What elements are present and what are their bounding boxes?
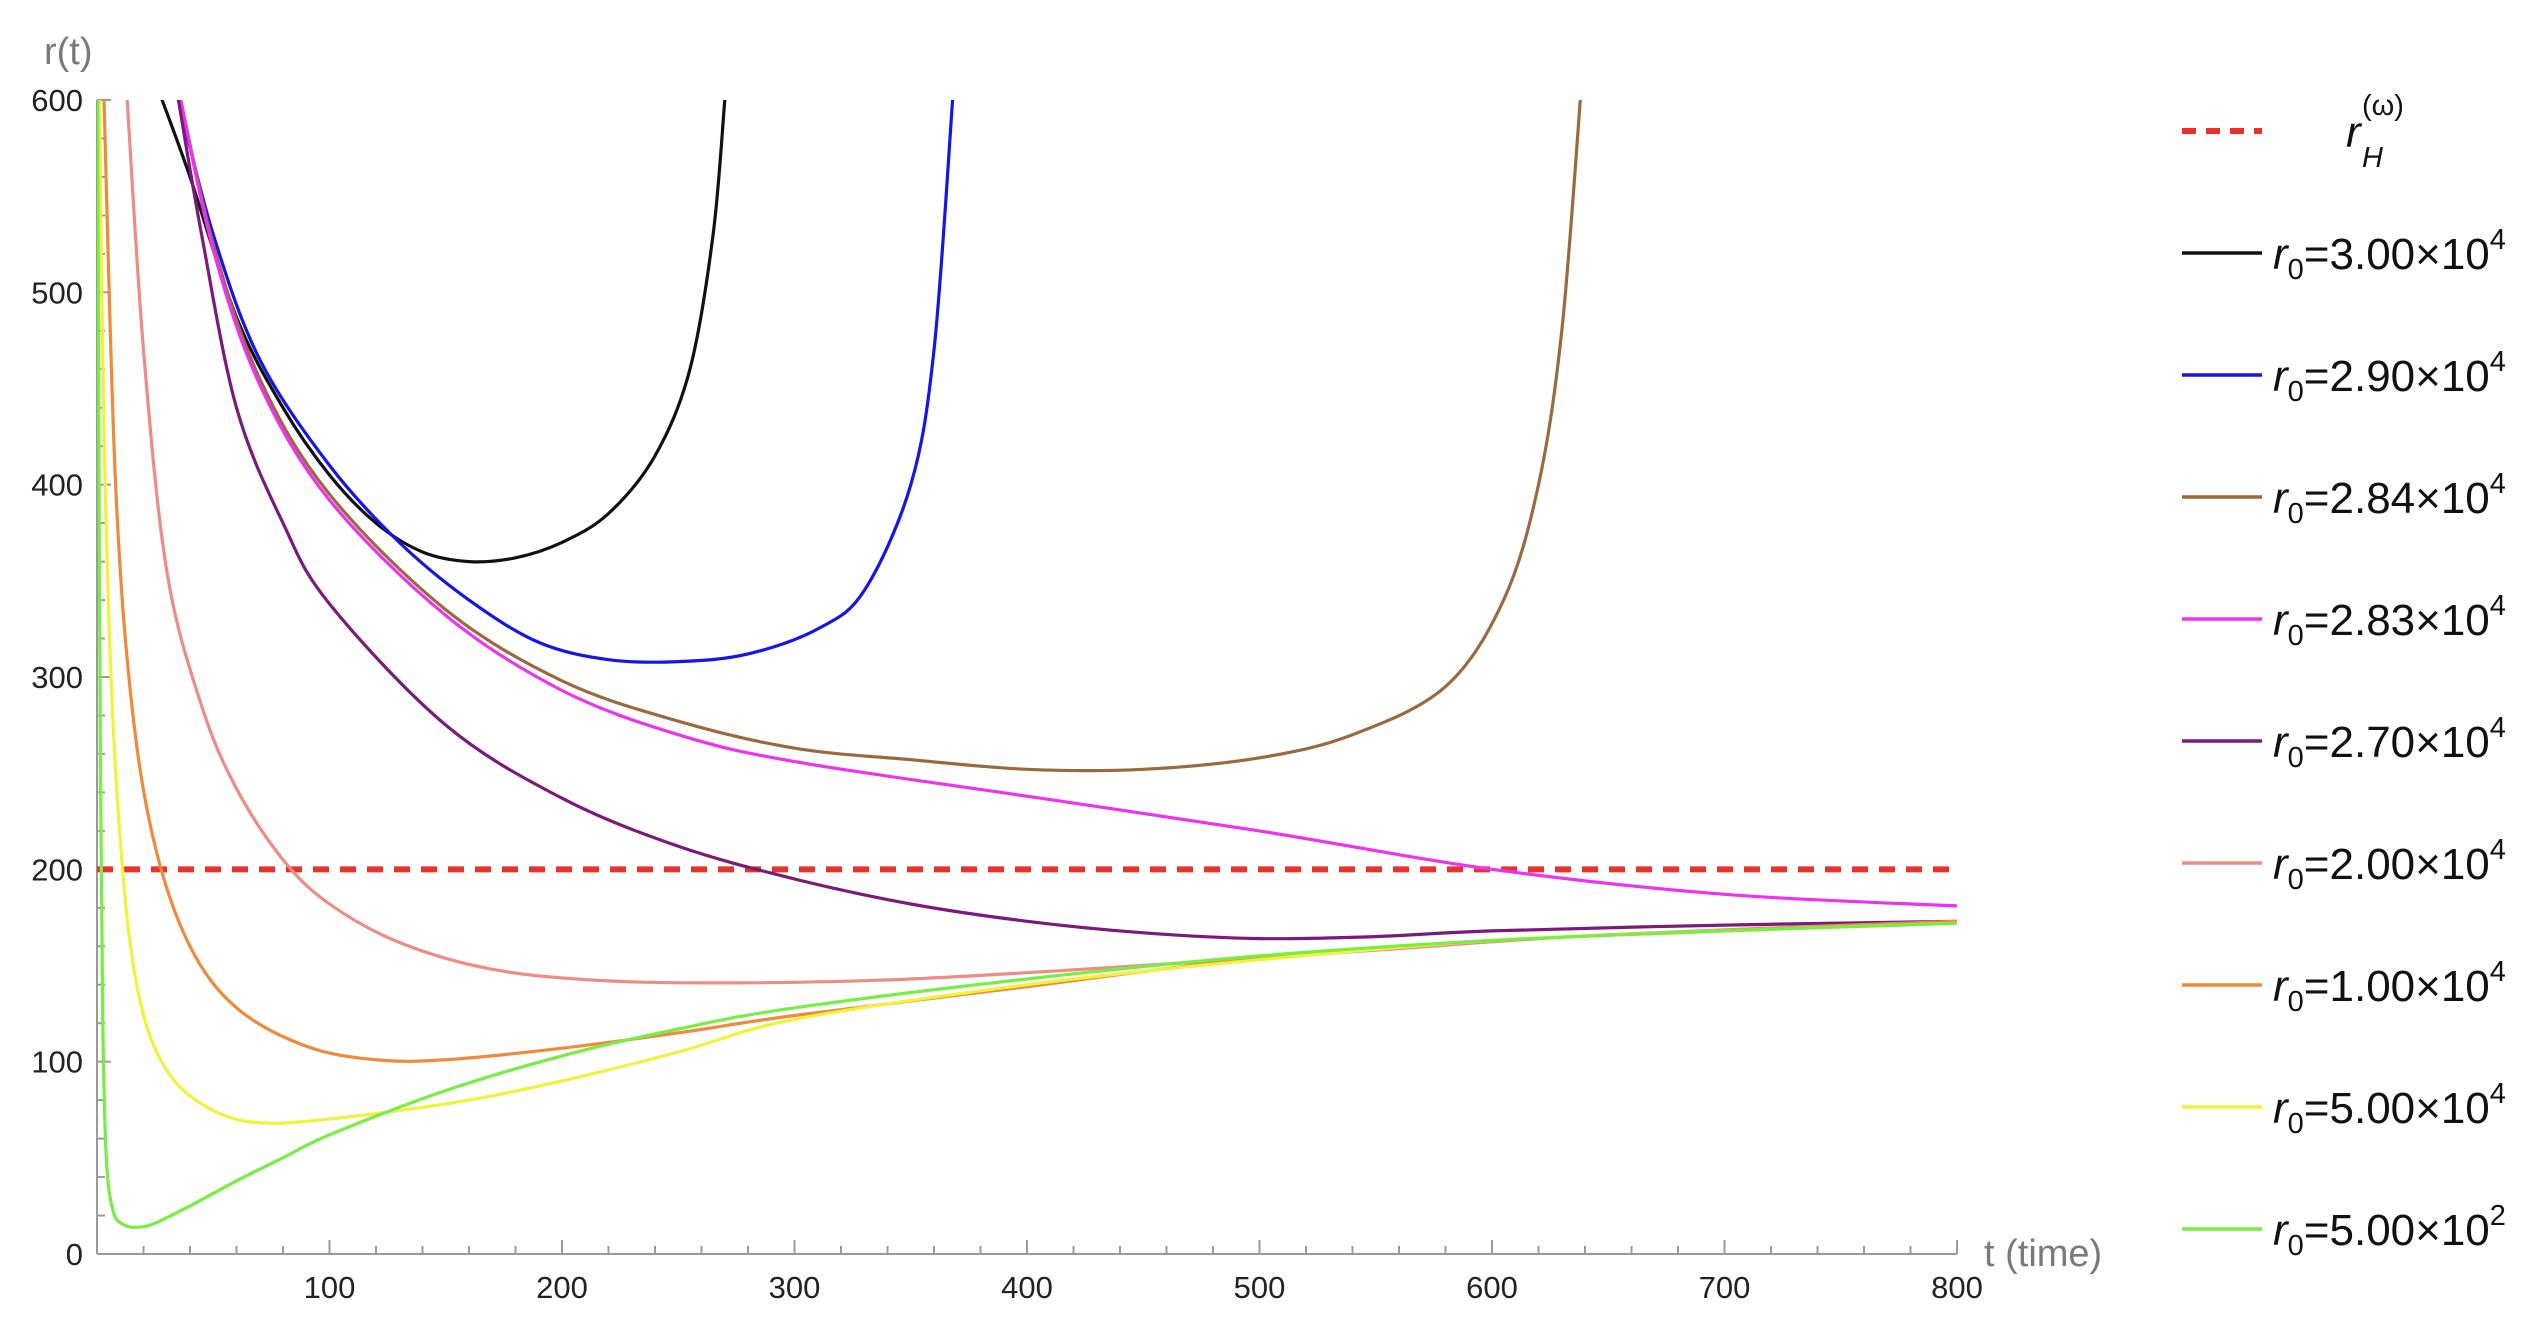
legend-label-8: r0=5.00×104 — [2273, 1078, 2506, 1140]
legend-label-4: r0=2.83×104 — [2273, 590, 2506, 652]
series-line-8 — [97, 100, 1957, 1125]
x-tick-label: 700 — [1699, 1270, 1751, 1305]
x-tick-label: 500 — [1234, 1270, 1286, 1305]
axes: 100 200 300 400 500 600 700 800 0 100 200 300 400 500… — [31, 31, 2102, 1305]
series-line-3 — [179, 100, 1582, 773]
x-tick-label: 800 — [1931, 1270, 1983, 1305]
series-line-7 — [102, 100, 1957, 1063]
legend-label-9: r0=5.00×102 — [2273, 1200, 2506, 1262]
legend-label-rH-sub: H — [2362, 142, 2383, 174]
y-tick-label: 400 — [31, 468, 83, 503]
legend-label-5: r0=2.70×104 — [2273, 712, 2506, 774]
x-tick-label: 400 — [1001, 1270, 1053, 1305]
series-line-2 — [176, 100, 955, 664]
legend: rH (ω) r0=3.00×104 r0=2.90×104 r0=2.84×104 r0… — [2182, 90, 2506, 1262]
series-layer — [97, 100, 1957, 1229]
y-tick-label: 100 — [31, 1045, 83, 1080]
legend-label-rH: r — [2346, 108, 2363, 157]
y-tick-label: 500 — [31, 275, 83, 310]
legend-label-7: r0=1.00×104 — [2273, 956, 2506, 1018]
legend-label-rH-sup: (ω) — [2362, 90, 2404, 122]
series-line-9 — [97, 100, 1957, 1229]
x-tick-label: 300 — [769, 1270, 821, 1305]
legend-label-6: r0=2.00×104 — [2273, 834, 2506, 896]
x-axis-label: t (time) — [1984, 1233, 2102, 1275]
y-axis-label: r(t) — [44, 31, 93, 73]
y-tick-label: 300 — [31, 660, 83, 695]
legend-label-1: r0=3.00×104 — [2273, 224, 2506, 286]
legend-label-2: r0=2.90×104 — [2273, 346, 2506, 408]
x-tick-label: 600 — [1466, 1270, 1518, 1305]
x-tick-label: 100 — [304, 1270, 356, 1305]
series-line-5 — [176, 100, 1957, 941]
series-line-4 — [179, 100, 1957, 908]
y-tick-label: 600 — [31, 83, 83, 118]
x-tick-label: 200 — [536, 1270, 588, 1305]
series-group — [97, 100, 1957, 1229]
y-tick-label: 200 — [31, 852, 83, 887]
legend-label-3: r0=2.84×104 — [2273, 468, 2506, 530]
y-tick-label: 0 — [66, 1237, 83, 1272]
